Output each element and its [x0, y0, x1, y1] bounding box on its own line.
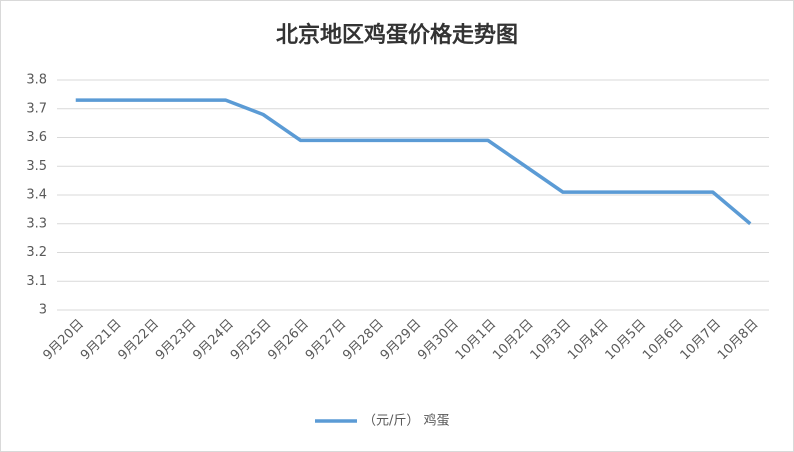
- chart-title: 北京地区鸡蛋价格走势图: [276, 22, 518, 48]
- y-tick-label: 3.8: [26, 73, 47, 88]
- y-tick-label: 3.7: [26, 101, 47, 116]
- y-tick-label: 3.6: [26, 130, 47, 145]
- y-tick-label: 3: [39, 303, 47, 318]
- y-tick-label: 3.2: [26, 245, 47, 260]
- y-tick-label: 3.3: [26, 216, 47, 231]
- line: [75, 98, 752, 226]
- y-tick-label: 3.1: [26, 274, 47, 289]
- legend-label: （元/斤） 鸡蛋: [363, 413, 450, 429]
- y-tick-label: 3.4: [26, 188, 47, 203]
- y-tick-label: 3.5: [26, 159, 47, 174]
